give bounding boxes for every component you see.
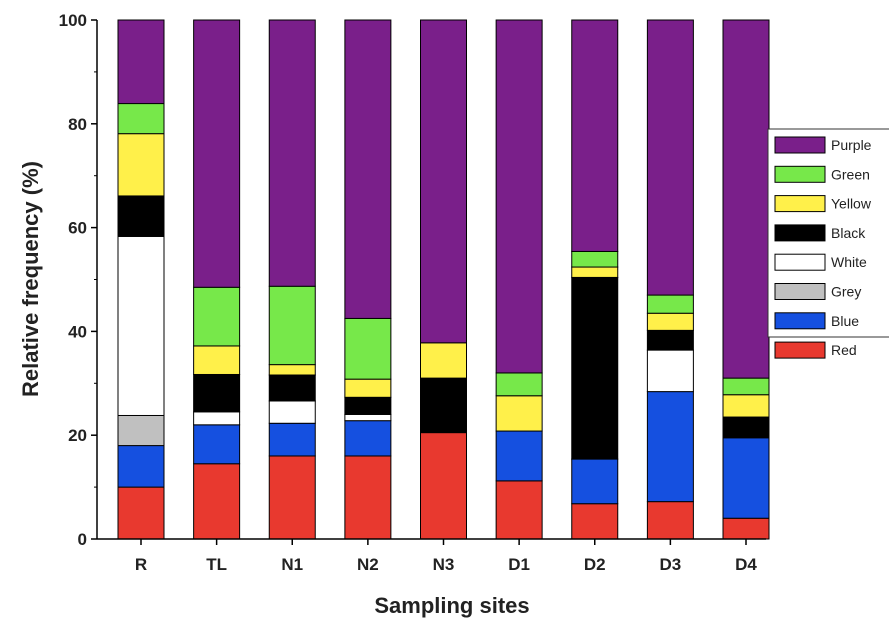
bar-segment-green-n1: [268, 285, 316, 366]
legend-swatch-grey: [774, 283, 826, 300]
axes-layer: 0 20 40 60 80 100 R TL N1 N2 N3 D1 D2 D3 D4: [59, 11, 766, 574]
bar-segment-yellow-n3: [420, 342, 467, 379]
legend-swatch-black: [774, 224, 826, 242]
legend-swatch-white: [774, 253, 826, 271]
y-tick-label: 80: [68, 115, 87, 134]
bar-segment-white-r: [117, 235, 165, 416]
y-tick-label: 0: [78, 530, 87, 549]
bar-segment-red-r: [117, 486, 165, 540]
bar-segment-purple-d1: [495, 19, 543, 374]
legend-swatch-green: [774, 165, 826, 183]
legend-label-white: White: [831, 254, 867, 270]
bar-segment-yellow-d3: [646, 312, 694, 331]
bar-segment-yellow-r: [117, 133, 165, 197]
bar-segment-purple-n3: [420, 19, 467, 344]
y-tick-label: 60: [68, 219, 87, 238]
bar-segment-yellow-d4: [722, 394, 770, 418]
x-tick-label-d3: D3: [660, 555, 682, 574]
bar-segment-blue-d1: [495, 430, 543, 482]
y-tick-label: 100: [59, 11, 87, 30]
bar-segment-black-n1: [268, 374, 316, 402]
bar-segment-yellow-d2: [571, 266, 619, 278]
bar-segment-red-tl: [193, 463, 241, 540]
bar-segment-black-d4: [722, 416, 770, 439]
bar-segment-blue-n2: [344, 420, 392, 457]
legend-label-grey: Grey: [831, 284, 861, 300]
bar-segment-black-r: [117, 195, 165, 237]
bar-segment-blue-n1: [268, 422, 316, 457]
legend-label-green: Green: [831, 166, 870, 182]
bar-segment-purple-n1: [268, 19, 316, 287]
bar-segment-green-d3: [646, 294, 694, 314]
bar-segment-purple-d3: [646, 19, 694, 296]
x-tick-label-r: R: [135, 555, 147, 574]
bar-segment-blue-tl: [193, 424, 241, 465]
x-tick-label-d4: D4: [735, 555, 757, 574]
x-tick-label-d1: D1: [508, 555, 530, 574]
y-axis-title: Relative frequency (%): [18, 161, 43, 397]
bar-segment-blue-d3: [646, 391, 694, 503]
bar-segment-black-d3: [646, 329, 694, 351]
bar-segment-green-tl: [193, 286, 241, 347]
bar-segment-red-n2: [344, 455, 392, 540]
legend-swatch-red: [774, 341, 826, 359]
x-tick-label-d2: D2: [584, 555, 606, 574]
bar-segment-blue-d4: [722, 437, 770, 519]
bar-segment-red-d2: [571, 503, 619, 540]
bar-segment-red-d1: [495, 480, 543, 540]
bar-segment-green-n2: [344, 317, 392, 380]
bar-segment-yellow-n1: [268, 364, 316, 376]
legend-label-red: Red: [831, 342, 857, 358]
bar-segment-yellow-n2: [344, 378, 392, 398]
bar-segment-yellow-d1: [495, 395, 543, 432]
bar-segment-white-n1: [268, 400, 316, 424]
legend-swatch-purple: [774, 136, 826, 154]
bar-segment-green-d4: [722, 377, 770, 396]
bar-segment-red-n3: [420, 432, 467, 540]
bar-segment-black-n2: [344, 396, 392, 415]
bar-segment-white-tl: [193, 411, 241, 426]
x-tick-label-n1: N1: [281, 555, 303, 574]
legend-label-blue: Blue: [831, 313, 859, 329]
x-tick-label-tl: TL: [206, 555, 227, 574]
bar-segment-purple-d4: [722, 19, 770, 379]
x-tick-label-n2: N2: [357, 555, 379, 574]
legend-label-yellow: Yellow: [831, 196, 872, 212]
bar-segment-red-d3: [646, 501, 694, 540]
bar-segment-black-n3: [420, 377, 467, 434]
bar-segment-purple-d2: [571, 19, 619, 252]
bar-segment-yellow-tl: [193, 345, 241, 375]
x-tick-label-n3: N3: [433, 555, 455, 574]
y-tick-label: 40: [68, 322, 87, 341]
bar-segment-purple-n2: [344, 19, 392, 319]
bar-segment-white-d3: [646, 349, 694, 393]
bar-segment-purple-tl: [193, 19, 241, 288]
bar-segment-green-d2: [571, 250, 619, 268]
legend: Purple Green Yellow Black White Grey Blue Red: [767, 128, 889, 359]
bar-segment-green-d1: [495, 372, 543, 397]
bar-segment-blue-r: [117, 445, 165, 488]
legend-swatch-blue: [774, 312, 826, 330]
bar-segment-white-n2: [344, 413, 392, 422]
bar-segment-green-r: [117, 103, 165, 135]
x-axis-title: Sampling sites: [374, 593, 529, 618]
bars-layer: [117, 19, 770, 540]
legend-label-purple: Purple: [831, 137, 872, 153]
bar-segment-blue-d2: [571, 458, 619, 505]
bar-segment-black-d2: [571, 276, 619, 460]
bar-segment-black-tl: [193, 373, 241, 413]
bar-segment-red-n1: [268, 455, 316, 540]
y-tick-label: 20: [68, 426, 87, 445]
legend-label-black: Black: [831, 225, 866, 241]
bar-segment-purple-r: [117, 19, 165, 105]
bar-segment-grey-r: [117, 414, 165, 447]
bar-segment-red-d4: [722, 517, 770, 540]
legend-swatch-yellow: [774, 195, 826, 213]
